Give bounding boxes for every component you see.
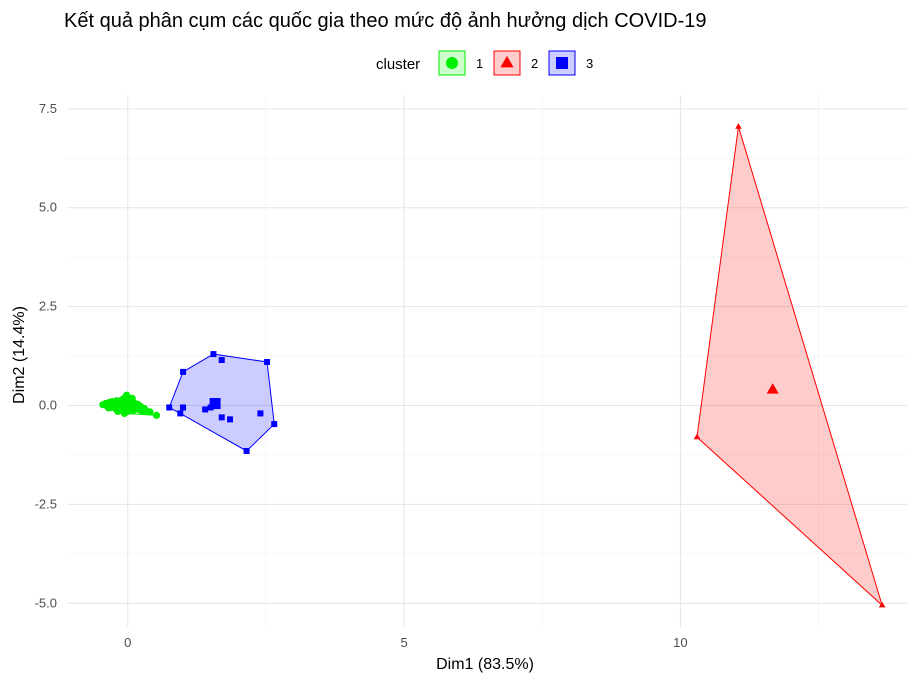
y-tick-label: -2.5 — [35, 496, 57, 511]
x-tick-label: 0 — [124, 635, 131, 650]
x-axis-ticks: 0 5 10 — [124, 635, 687, 650]
cluster-3-point — [257, 410, 264, 417]
x-axis-title: Dim1 (83.5%) — [436, 656, 534, 673]
cluster-2-point — [735, 123, 742, 129]
legend-marker-1 — [446, 57, 458, 69]
legend-label-2: 2 — [531, 56, 538, 71]
cluster-3-point — [227, 416, 234, 423]
cluster-1-point — [104, 404, 113, 412]
legend-title: cluster — [376, 56, 420, 73]
cluster-3-point — [264, 358, 271, 365]
cluster-2-point — [878, 601, 886, 608]
y-tick-label: 5.0 — [39, 200, 57, 215]
cluster-1-point — [128, 394, 136, 402]
legend-label-1: 1 — [476, 56, 483, 71]
x-tick-label: 10 — [673, 635, 687, 650]
legend-marker-3 — [556, 57, 568, 69]
cluster-1-centroid — [122, 401, 133, 412]
cluster-3-point — [210, 351, 217, 358]
cluster-1-point — [120, 409, 129, 418]
cluster-3-point — [180, 404, 187, 411]
cluster-centroids — [122, 383, 779, 412]
cluster-3-point — [177, 410, 184, 417]
cluster-3-point — [166, 404, 173, 411]
cluster-2-hull — [696, 126, 884, 607]
legend: cluster 1 2 3 — [376, 50, 593, 76]
legend-label-3: 3 — [586, 56, 593, 71]
cluster-1-point — [114, 407, 122, 416]
cluster-1-point — [152, 411, 161, 419]
cluster-3-point — [218, 357, 225, 364]
cluster-3-centroid — [209, 398, 221, 410]
legend-key-1 — [438, 50, 466, 76]
y-axis-title: Dim2 (14.4%) — [11, 306, 28, 404]
cluster-1-point — [146, 408, 154, 416]
cluster-3-point — [202, 406, 209, 413]
cluster-3-point — [271, 421, 278, 428]
cluster-3-hull — [168, 353, 275, 452]
y-tick-label: 0.0 — [39, 397, 57, 412]
chart-title: Kết quả phân cụm các quốc gia theo mức đ… — [64, 10, 706, 32]
y-tick-label: -5.0 — [35, 595, 57, 610]
cluster-3-point — [180, 368, 187, 375]
y-tick-label: 2.5 — [39, 299, 57, 314]
cluster-2-centroid — [766, 383, 779, 394]
cluster-3-point — [243, 447, 250, 454]
cluster-3-point — [218, 414, 225, 421]
x-tick-label: 5 — [400, 635, 407, 650]
cluster-hulls — [101, 126, 884, 607]
y-axis-ticks: 7.5 5.0 2.5 0.0 -2.5 -5.0 — [35, 101, 57, 610]
legend-marker-2 — [500, 55, 514, 68]
y-tick-label: 7.5 — [39, 101, 57, 116]
cluster-2-point — [693, 433, 701, 440]
cluster-1-point — [123, 391, 131, 399]
plot-area — [67, 95, 907, 627]
grid — [67, 95, 907, 627]
